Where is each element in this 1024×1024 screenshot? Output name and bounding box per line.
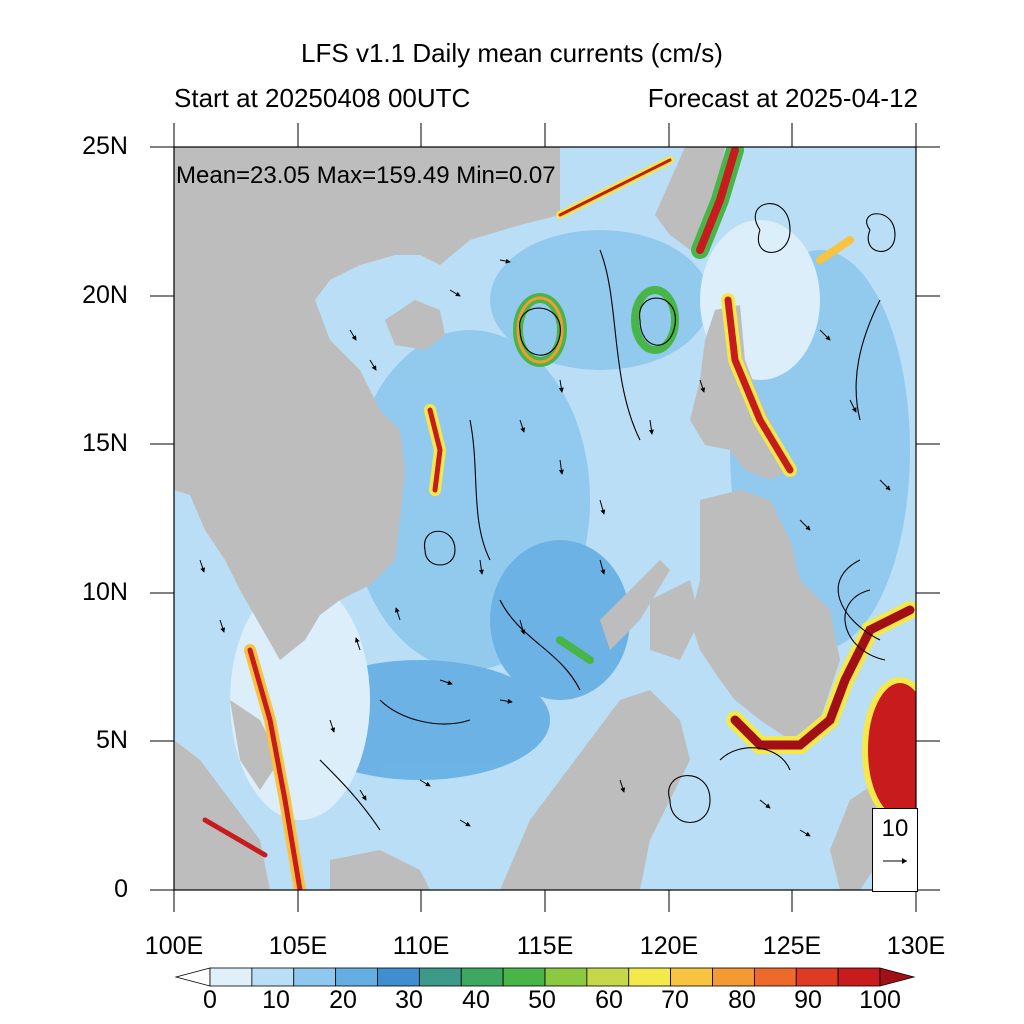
colorbar-min-triangle (174, 967, 211, 987)
colorbar-label-10: 10 (262, 986, 290, 1014)
lon-label-130e: 130E (886, 932, 946, 960)
colorbar-label-50: 50 (528, 986, 556, 1014)
colorbar-label-30: 30 (395, 986, 423, 1014)
colorbar-label-0: 0 (203, 986, 217, 1014)
colorbar-swatch (460, 967, 504, 987)
start-time-label: Start at 20250408 00UTC (174, 83, 471, 113)
reference-arrow-icon (883, 858, 907, 864)
colorbar-label-40: 40 (462, 986, 490, 1014)
lat-label-10n: 10N (82, 578, 128, 606)
colorbar-swatch (377, 967, 420, 987)
colorbar-label-60: 60 (595, 986, 623, 1014)
colorbar-label-90: 90 (794, 986, 822, 1014)
lon-label-105e: 105E (268, 932, 328, 960)
colorbar-swatch (712, 967, 755, 987)
reference-vector-value: 10 (881, 815, 909, 842)
lat-label-25n: 25N (82, 132, 128, 160)
forecast-time-label: Forecast at 2025-04-12 (647, 83, 918, 113)
colorbar-label-100: 100 (859, 986, 901, 1014)
colorbar-label-20: 20 (329, 986, 357, 1014)
streamlines (319, 203, 896, 831)
colorbar-swatch (795, 967, 839, 987)
colorbar-swatch (251, 967, 295, 987)
colorbar-swatch (670, 967, 713, 987)
colorbar-max-triangle (879, 967, 916, 987)
colorbar-swatch (209, 967, 253, 987)
axis-ticks (150, 123, 940, 912)
colorbar-swatch (418, 967, 462, 987)
lon-label-115e: 115E (516, 932, 574, 960)
colorbar-swatch (837, 967, 881, 987)
colorbar-swatch (586, 967, 630, 987)
stats-label: Mean=23.05 Max=159.49 Min=0.07 (176, 162, 556, 189)
colorbar-swatch (293, 967, 337, 987)
lat-label-15n: 15N (82, 429, 128, 457)
colorbar (174, 967, 916, 987)
colorbar-label-70: 70 (661, 986, 689, 1014)
reference-vector-box: 10 (872, 808, 918, 892)
strong-currents (202, 147, 916, 890)
colorbar-swatch (544, 967, 588, 987)
colorbar-swatch (753, 967, 797, 987)
colorbar-swatch (628, 967, 672, 987)
colorbar-label-80: 80 (728, 986, 756, 1014)
map-title: LFS v1.1 Daily mean currents (cm/s) (301, 38, 723, 68)
colorbar-swatch (502, 967, 546, 987)
lon-label-110e: 110E (392, 932, 450, 960)
lat-label-20n: 20N (82, 281, 128, 309)
colorbar-swatch (335, 967, 378, 987)
current-arrows (199, 258, 891, 837)
lat-label-0: 0 (114, 875, 128, 903)
lon-label-120e: 120E (639, 932, 699, 960)
lat-label-5n: 5N (96, 726, 128, 754)
lon-label-100e: 100E (144, 932, 204, 960)
lon-label-125e: 125E (762, 932, 822, 960)
